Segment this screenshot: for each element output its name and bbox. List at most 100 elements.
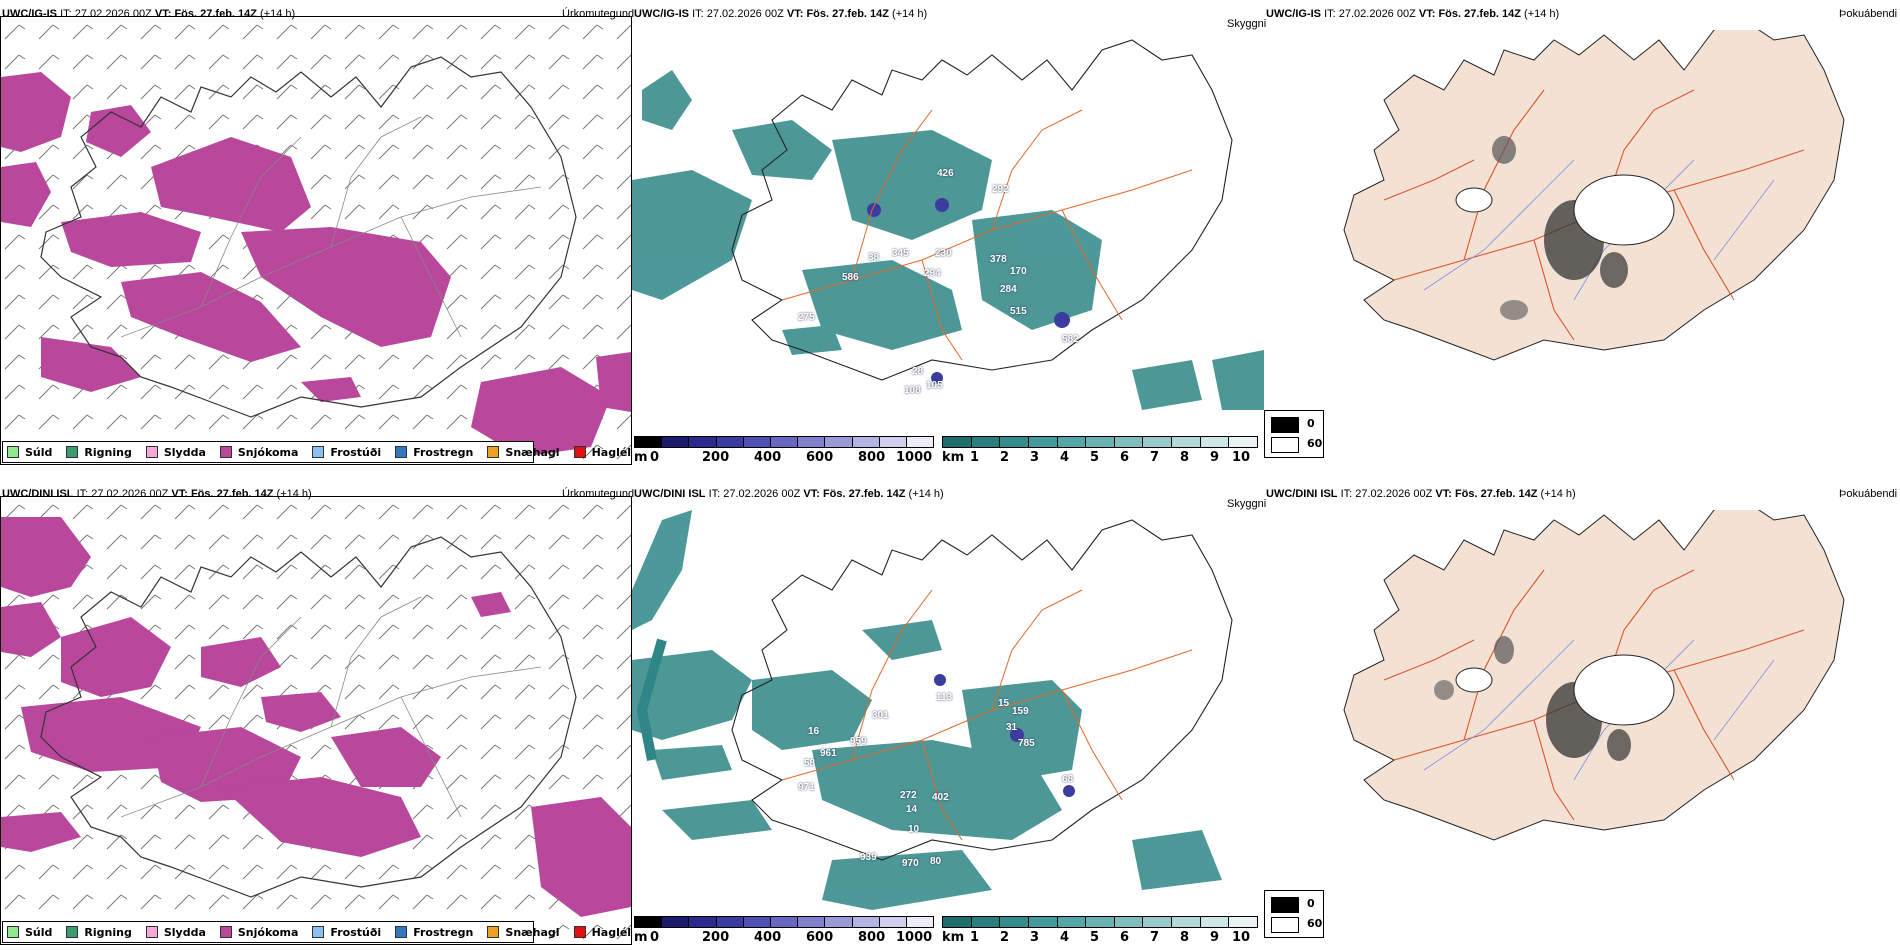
ceiling-colorbar-row1: m 0 200 400 600 800 1000	[634, 436, 934, 465]
cloud-panel-row2: UWC/DINI ISL IT: 27.02.2026 00Z VT: Fös.…	[632, 480, 1267, 945]
ceiling-colorbar-row2: m 0 200 400 600 800 1000	[634, 916, 934, 945]
legend-item-hail: Haglél	[573, 446, 631, 459]
fog-map[interactable]	[1264, 30, 1900, 430]
colorbar-swatches	[634, 916, 934, 928]
visibility-colorbar-row2: km 1 2 3 4 5 6 7 8 9 10	[942, 916, 1258, 945]
legend-swatch	[487, 926, 500, 938]
colorbar-label: 9	[1210, 450, 1220, 465]
legend-item-drizzle: Súld	[7, 926, 52, 939]
cloud-number: 80	[930, 856, 942, 867]
colorbar-label: 7	[1150, 450, 1160, 465]
legend-item-sleet: Slydda	[145, 446, 206, 459]
colorbar-label: 6	[1120, 930, 1130, 945]
legend-item-snow-pellets: Snæhagl	[487, 926, 560, 939]
legend-swatch	[312, 926, 325, 938]
colorbar-label: 7	[1150, 930, 1160, 945]
legend-swatch	[66, 446, 79, 458]
cloud-number: 272	[900, 790, 917, 801]
fog-legend-swatch-high	[1271, 897, 1299, 913]
fog-legend-label: 60	[1307, 917, 1323, 930]
cloud-map[interactable]	[632, 30, 1264, 440]
precip-map-frame	[0, 16, 632, 465]
panel-header: UWC/IG-IS IT: 27.02.2026 00Z VT: Fös. 27…	[634, 8, 928, 20]
colorbar-label: 4	[1060, 450, 1070, 465]
colorbar-label: 0	[650, 450, 660, 465]
legend-item-drizzle: Súld	[7, 446, 52, 459]
legend-item-sleet: Slydda	[145, 926, 206, 939]
fog-legend-label: 0	[1307, 417, 1315, 430]
colorbar-label: 400	[754, 450, 782, 465]
cloud-number: 14	[906, 804, 918, 815]
precip-map[interactable]	[1, 497, 631, 944]
colorbar-label: 3	[1030, 930, 1040, 945]
precip-map[interactable]	[1, 17, 631, 464]
cloud-number: 15	[998, 698, 1010, 709]
legend-item-snow: Snjókoma	[219, 926, 298, 939]
legend-item-freezing-rain: Frostregn	[395, 926, 473, 939]
colorbar-label: 400	[754, 930, 782, 945]
cloud-number: 275	[798, 312, 815, 323]
legend-item-snow: Snjókoma	[219, 446, 298, 459]
cloud-number: 284	[1000, 284, 1017, 295]
cloud-number: 16	[808, 726, 820, 737]
precip-legend-row2: Súld Rigning Slydda Snjókoma Frostúði Fr…	[2, 921, 631, 943]
fog-map[interactable]	[1264, 510, 1900, 910]
fog-legend-label: 0	[1307, 897, 1315, 910]
precip-panel-row1: UWC/IG-IS IT: 27.02.2026 00Z VT: Fös. 27…	[0, 0, 634, 465]
legend-item-rain: Rigning	[66, 926, 132, 939]
fog-legend-swatch-low	[1271, 437, 1299, 453]
fog-panel-row2: UWC/DINI ISL IT: 27.02.2026 00Z VT: Fös.…	[1264, 480, 1900, 945]
colorbar-label: 5	[1090, 450, 1100, 465]
colorbar-label: 4	[1060, 930, 1070, 945]
colorbar-label: 1000	[896, 450, 933, 465]
cloud-number: 159	[1012, 706, 1029, 717]
precip-map-frame	[0, 496, 632, 945]
colorbar-label: 2	[1000, 930, 1010, 945]
colorbar-label: 800	[858, 930, 886, 945]
panel-header: UWC/IG-IS IT: 27.02.2026 00Z VT: Fös. 27…	[1266, 8, 1560, 20]
cloud-map[interactable]	[632, 510, 1264, 920]
legend-swatch	[66, 926, 79, 938]
cloud-number: 961	[820, 748, 837, 759]
colorbar-swatches	[634, 436, 934, 448]
legend-item-freezing-rain: Frostregn	[395, 446, 473, 459]
cloud-panel-row1: UWC/IG-IS IT: 27.02.2026 00Z VT: Fös. 27…	[632, 0, 1266, 465]
colorbar-label: 1	[970, 450, 980, 465]
cloud-number: 959	[850, 736, 867, 747]
cloud-number: 970	[902, 858, 919, 869]
fog-legend-row1: 0 60	[1264, 410, 1324, 458]
colorbar-label: 2	[1000, 450, 1010, 465]
cloud-number: 402	[932, 792, 949, 803]
cloud-number: 38	[868, 252, 880, 263]
colorbar-unit: m	[634, 450, 648, 465]
panel-header: UWC/DINI ISL IT: 27.02.2026 00Z VT: Fös.…	[1266, 488, 1576, 500]
colorbar-label: 800	[858, 450, 886, 465]
cloud-number: 345	[892, 248, 909, 259]
legend-swatch	[487, 446, 500, 458]
colorbar-label: 3	[1030, 450, 1040, 465]
fog-legend-label: 60	[1307, 437, 1323, 450]
cloud-title: Skyggni	[1227, 498, 1267, 510]
legend-swatch	[7, 926, 19, 938]
visibility-colorbar-row1: km 1 2 3 4 5 6 7 8 9 10	[942, 436, 1258, 465]
panel-header: UWC/DINI ISL IT: 27.02.2026 00Z VT: Fös.…	[634, 488, 944, 500]
colorbar-label: 10	[1232, 450, 1251, 465]
precip-panel-row2: UWC/DINI ISL IT: 27.02.2026 00Z VT: Fös.…	[0, 480, 634, 945]
colorbar-label: 5	[1090, 930, 1100, 945]
legend-swatch	[145, 926, 158, 938]
cloud-number: 426	[937, 168, 954, 179]
colorbar-label: 8	[1180, 930, 1190, 945]
colorbar-swatches	[942, 916, 1258, 928]
cloud-number: 785	[1018, 738, 1035, 749]
cloud-number: 292	[992, 184, 1009, 195]
legend-swatch	[312, 446, 325, 458]
fog-legend-swatch-low	[1271, 917, 1299, 933]
legend-swatch	[145, 446, 158, 458]
fog-legend-row2: 0 60	[1264, 890, 1324, 938]
cloud-number: 113	[936, 692, 953, 703]
legend-item-hail: Haglél	[573, 926, 631, 939]
fog-panel-row1: UWC/IG-IS IT: 27.02.2026 00Z VT: Fös. 27…	[1264, 0, 1900, 465]
colorbar-label: 1	[970, 930, 980, 945]
cloud-number: 68	[1062, 774, 1074, 785]
colorbar-label: 600	[806, 450, 834, 465]
